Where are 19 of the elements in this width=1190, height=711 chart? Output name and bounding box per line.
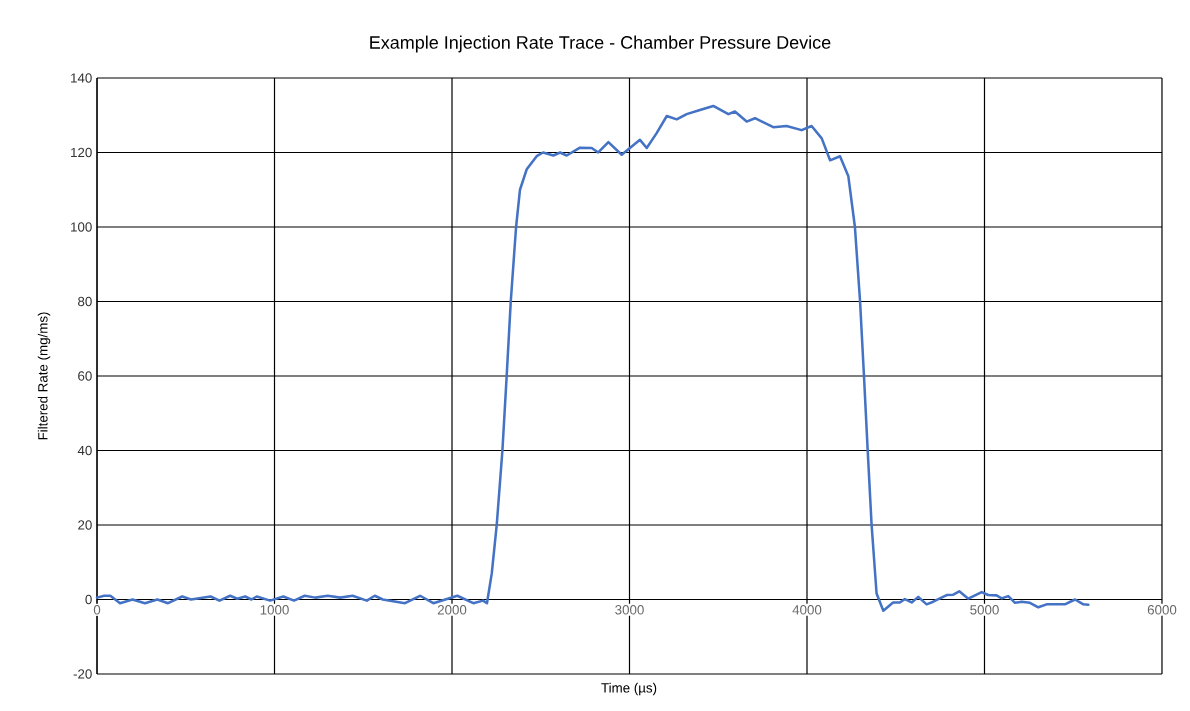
x-tick-label: 0: [93, 605, 101, 615]
y-tick-label: 60: [78, 371, 92, 381]
y-axis-title: Filtered Rate (mg/ms): [37, 312, 51, 440]
y-tick-label: 0: [85, 594, 92, 605]
y-tick-label: 100: [71, 222, 92, 232]
x-tick-label: 3000: [615, 605, 644, 615]
x-tick-label: 2000: [437, 605, 467, 615]
y-tick-label: 140: [71, 73, 92, 83]
x-tick-label: 5000: [970, 605, 999, 615]
x-tick-label: 4000: [792, 605, 822, 615]
x-axis-title: Time (µs): [601, 682, 657, 696]
x-tick-label: 6000: [1147, 605, 1177, 615]
y-tick-label: -20: [73, 669, 92, 679]
y-tick-label: 40: [77, 445, 92, 456]
x-tick-label: 1000: [260, 605, 289, 615]
chart-title: Example Injection Rate Trace - Chamber Pressure Device: [370, 35, 831, 53]
y-tick-label: 80: [78, 296, 92, 307]
y-tick-label: 20: [78, 520, 92, 530]
y-tick-label: 120: [71, 147, 92, 158]
